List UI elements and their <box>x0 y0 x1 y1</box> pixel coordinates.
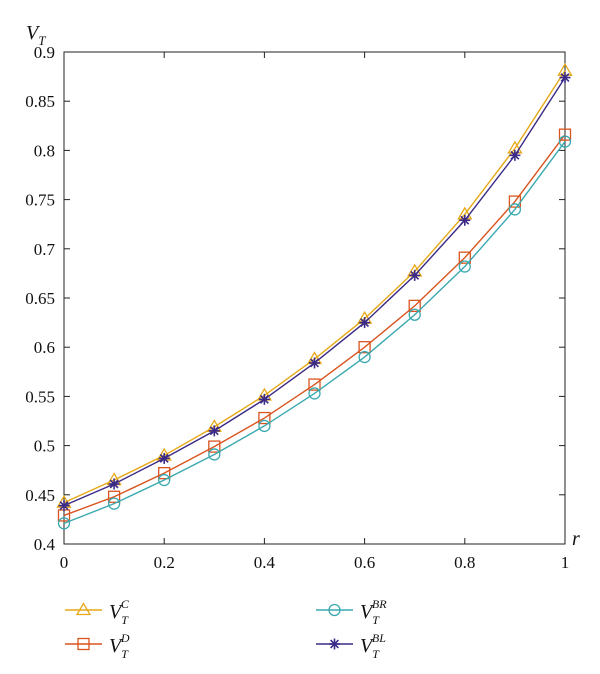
data-point-square <box>458 251 471 264</box>
data-point-asterisk <box>208 425 220 437</box>
series-line <box>63 70 566 504</box>
legend-marker-square <box>77 637 90 651</box>
legend: VTC VTD VTBR VTBL <box>65 597 387 661</box>
x-tick-label: 0.4 <box>254 553 276 572</box>
data-point-circle <box>208 448 221 461</box>
series-line <box>63 134 566 517</box>
data-point-square <box>558 128 572 141</box>
data-point-asterisk <box>258 393 270 405</box>
series-line <box>63 77 566 507</box>
plot-frame <box>63 51 566 545</box>
data-point-square <box>208 440 221 453</box>
y-axis-label: VT <box>26 22 46 48</box>
data-point-square <box>258 411 271 425</box>
y-tick-label: 0.8 <box>34 141 55 160</box>
data-point-circle <box>57 517 71 530</box>
series-c <box>56 62 573 508</box>
y-tick-label: 0.55 <box>25 387 55 406</box>
y-tick-label: 0.45 <box>25 486 55 505</box>
data-point-square <box>358 341 371 354</box>
y-tick-label: 0.75 <box>25 191 55 210</box>
data-point-asterisk <box>158 452 170 464</box>
data-point-circle <box>408 308 421 321</box>
data-point-asterisk <box>359 317 371 329</box>
data-point-square <box>308 378 321 391</box>
data-point-asterisk <box>309 357 320 369</box>
data-point-circle <box>258 419 271 433</box>
y-tick-label: 0.65 <box>25 289 55 308</box>
x-tick-label: 1 <box>561 553 570 572</box>
y-tick-label: 0.9 <box>34 43 55 62</box>
legend-item-br: VTBR <box>316 597 387 627</box>
x-tick-label: 0.6 <box>354 553 375 572</box>
y-tick-label: 0.7 <box>34 240 56 259</box>
legend-label: VTC <box>109 597 130 627</box>
data-point-circle <box>458 260 471 273</box>
x-tick-label: 0.2 <box>154 553 175 572</box>
series-d <box>57 128 572 522</box>
data-point-asterisk <box>459 214 471 226</box>
data-point-asterisk <box>108 478 120 490</box>
x-axis-label: r <box>572 528 580 550</box>
data-point-asterisk <box>559 72 571 84</box>
legend-marker-circle <box>328 603 341 617</box>
data-point-asterisk <box>409 269 421 281</box>
data-point-circle <box>508 203 522 216</box>
tick-layer: 0 0.2 0.4 0.6 0.8 1 0.4 0.45 0.5 0.55 0.6 0.65 0.7 0.… <box>25 43 569 572</box>
x-tick-label: 0 <box>60 553 69 572</box>
legend-marker-asterisk <box>329 638 340 650</box>
legend-item-d: VTD <box>65 631 130 661</box>
data-point-square <box>158 467 171 480</box>
data-point-circle <box>308 387 321 400</box>
legend-label: VTBR <box>360 597 387 627</box>
series-br <box>57 135 572 530</box>
y-tick-label: 0.4 <box>34 535 56 554</box>
data-point-square <box>107 490 121 503</box>
series-line <box>63 141 566 524</box>
y-tick-label: 0.5 <box>34 437 55 456</box>
legend-item-c: VTC <box>65 597 130 627</box>
data-point-asterisk <box>58 500 70 512</box>
data-point-circle <box>107 497 121 510</box>
legend-label: VTBL <box>360 631 386 661</box>
data-point-asterisk <box>509 149 521 161</box>
x-tick-label: 0.8 <box>454 553 475 572</box>
legend-item-bl: VTBL <box>316 631 386 661</box>
series-bl <box>58 72 571 512</box>
series-layer <box>56 62 573 530</box>
legend-marker-triangle <box>75 602 92 616</box>
y-tick-label: 0.6 <box>34 338 55 357</box>
y-tick-label: 0.85 <box>25 92 55 111</box>
legend-label: VTD <box>109 631 130 661</box>
data-point-circle <box>158 473 171 487</box>
data-point-square <box>408 299 421 313</box>
data-point-circle <box>558 135 572 148</box>
data-point-circle <box>358 350 371 364</box>
